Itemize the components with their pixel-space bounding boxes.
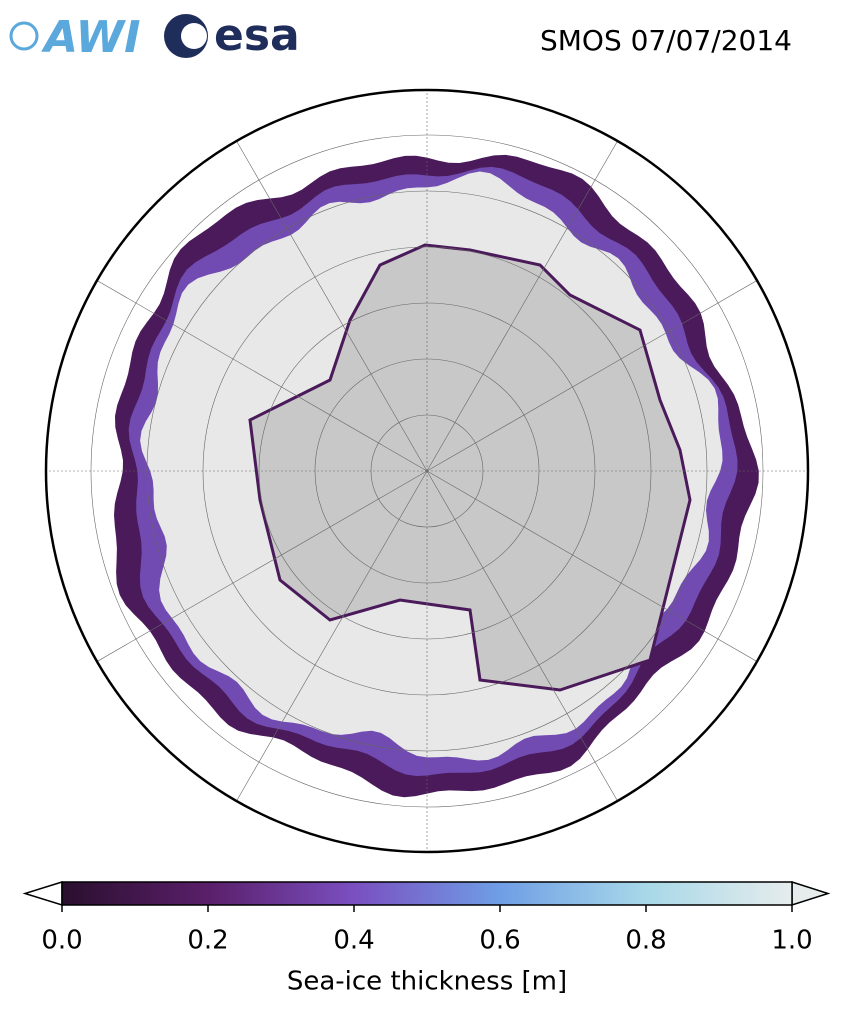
- colorbar-extend-high: [791, 880, 831, 907]
- map-border: [44, 88, 810, 854]
- antarctica: [248, 243, 692, 692]
- logo-icon: [9, 21, 39, 51]
- colorbar-label: Sea-ice thickness [m]: [287, 967, 567, 997]
- logo-text: AWI: [41, 12, 141, 63]
- header: AWI esa SMOS 07/07/2014: [9, 10, 792, 63]
- colorbar: Sea-ice thickness [m] 0.0 0.2 0.4 0.6 0.8 1.0: [22, 880, 831, 997]
- graticule-meridian: [426, 270, 774, 472]
- colorbar-tick-label: 0.8: [625, 926, 666, 956]
- graticule-meridian: [80, 470, 428, 672]
- graticule-meridian: [426, 470, 774, 672]
- colorbar-extend-low: [22, 880, 63, 907]
- esa-logo: esa: [164, 10, 300, 61]
- logo-icon: [181, 23, 207, 49]
- colorbar-tick-label: 0.2: [187, 926, 228, 956]
- awi-logo: AWI: [9, 12, 141, 63]
- title: SMOS 07/07/2014: [540, 24, 792, 57]
- colorbar-tick-label: 0.0: [41, 926, 82, 956]
- graticule-meridian: [426, 470, 628, 818]
- colorbar-bar: [61, 881, 793, 906]
- graticule-meridian: [226, 470, 428, 818]
- graticule-meridian: [426, 124, 628, 472]
- colorbar-tick-label: 0.6: [479, 926, 520, 956]
- logo-text: esa: [214, 10, 300, 61]
- graticule-meridian: [226, 124, 428, 472]
- graticule-meridian: [80, 270, 428, 472]
- map: [46, 90, 808, 852]
- colorbar-tick-label: 1.0: [771, 926, 812, 956]
- colorbar-tick-label: 0.4: [333, 926, 374, 956]
